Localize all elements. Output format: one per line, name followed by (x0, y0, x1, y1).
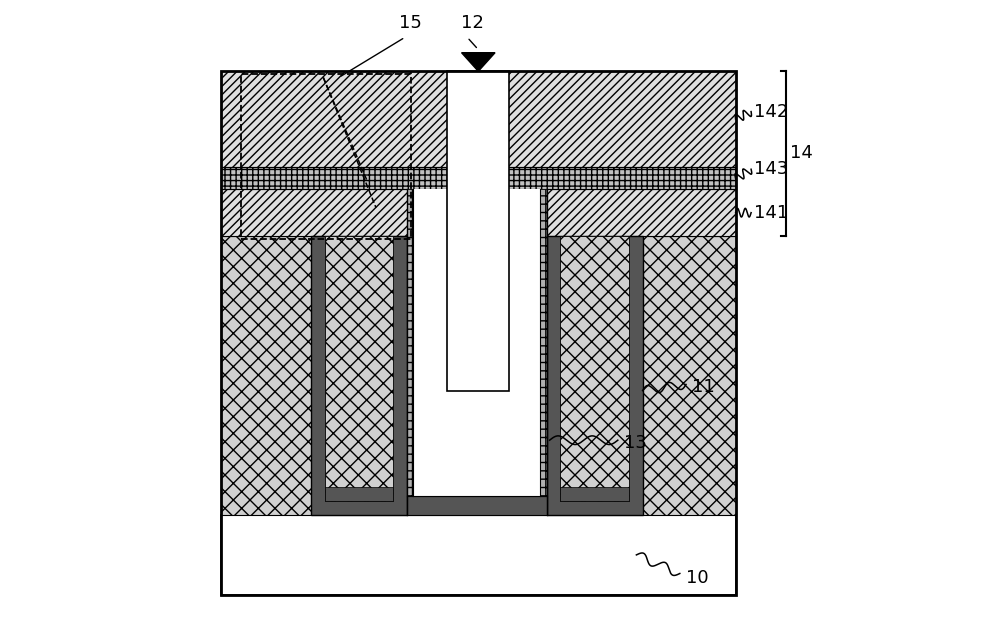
Bar (560, 487, 629, 501)
Text: 13: 13 (624, 434, 647, 453)
Bar (311, 236, 407, 515)
Polygon shape (462, 53, 495, 71)
Bar (325, 487, 393, 501)
Text: 14: 14 (790, 144, 813, 162)
Bar (407, 189, 413, 495)
Bar (407, 495, 546, 515)
Bar (413, 189, 540, 495)
Bar (221, 515, 736, 595)
Bar (447, 71, 509, 391)
Bar (221, 189, 736, 236)
Text: 15: 15 (399, 14, 422, 32)
Bar (241, 74, 411, 239)
Bar (560, 236, 629, 501)
Text: 141: 141 (754, 203, 788, 222)
Text: 10: 10 (686, 569, 709, 587)
Text: 143: 143 (754, 160, 789, 179)
Text: 142: 142 (754, 102, 789, 121)
Bar (221, 71, 736, 595)
Bar (546, 236, 643, 515)
Bar (221, 71, 736, 167)
Bar (540, 189, 546, 495)
Text: 11: 11 (692, 378, 715, 397)
Bar (221, 236, 736, 515)
Bar (325, 236, 393, 501)
Text: 12: 12 (461, 14, 484, 32)
Bar (221, 167, 736, 189)
